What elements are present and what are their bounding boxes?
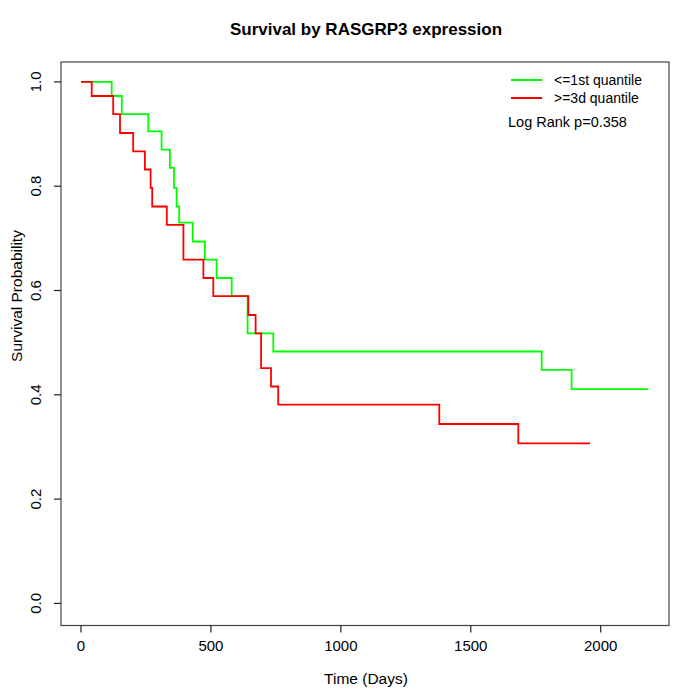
y-tick-label: 0.8 (27, 176, 44, 197)
y-axis-label: Survival Probability (8, 230, 26, 362)
legend-line-green (511, 79, 542, 81)
x-axis-label: Time (Days) (16, 670, 700, 688)
legend-line-red (511, 97, 542, 99)
log-rank-annotation: Log Rank p=0.358 (508, 114, 642, 130)
legend-label-third-quantile: >=3d quantile (554, 89, 639, 107)
legend-row-third-quantile: >=3d quantile (511, 89, 642, 107)
plot-box (61, 62, 669, 626)
x-tick-label: 2000 (584, 637, 617, 654)
x-tick-label: 1500 (454, 637, 487, 654)
y-tick-label: 0.4 (27, 384, 44, 405)
survival-curve-high-expression (81, 82, 590, 443)
legend: <=1st quantile >=3d quantile Log Rank p=… (511, 71, 642, 130)
y-tick-label: 0.6 (27, 280, 44, 301)
km-survival-figure: Survival by RASGRP3 expression 0.00.20.4… (0, 0, 700, 700)
x-tick-label: 0 (77, 637, 85, 654)
legend-row-first-quantile: <=1st quantile (511, 71, 642, 89)
y-tick-label: 0.2 (27, 489, 44, 510)
y-tick-label: 1.0 (27, 71, 44, 92)
legend-label-first-quantile: <=1st quantile (554, 71, 642, 89)
x-tick-label: 1000 (324, 637, 357, 654)
x-tick-label: 500 (198, 637, 223, 654)
y-tick-label: 0.0 (27, 593, 44, 614)
